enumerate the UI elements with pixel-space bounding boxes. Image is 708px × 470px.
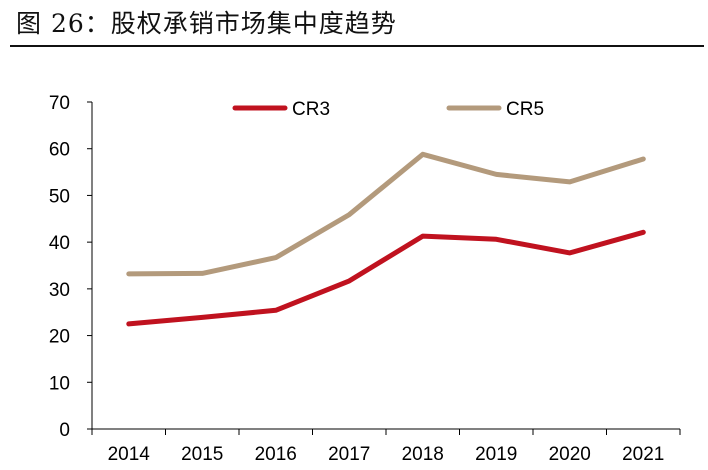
y-tick-label: 30 [49, 280, 70, 301]
y-tick-label: 70 [49, 93, 70, 114]
x-tick-label: 2018 [402, 444, 444, 465]
legend-label-cr3: CR3 [292, 99, 330, 120]
y-tick-label: 60 [49, 140, 70, 161]
y-tick-label: 0 [59, 420, 70, 441]
x-tick-label: 2016 [255, 444, 297, 465]
y-tick-label: 40 [49, 233, 70, 254]
chart-series [126, 151, 646, 327]
y-tick-label: 20 [49, 327, 70, 348]
x-tick-label: 2015 [181, 444, 223, 465]
chart-legend: CR3 CR5 [232, 99, 544, 120]
x-tick-label: 2014 [108, 444, 151, 465]
y-tick-label: 50 [49, 186, 70, 207]
series-line-cr3 [126, 229, 646, 327]
title-divider [10, 45, 704, 47]
x-tick-label: 2020 [549, 444, 591, 465]
chart-axes: 0 10 20 30 40 50 60 70 2014 2015 2016 2017 2018 2019 2… [49, 93, 681, 465]
figure-title: 图 26：股权承销市场集中度趋势 [16, 9, 397, 38]
legend-label-cr5: CR5 [506, 99, 544, 120]
x-tick-label: 2021 [622, 444, 664, 465]
series-line-cr5 [126, 151, 646, 277]
x-tick-label: 2017 [328, 444, 370, 465]
x-tick-label: 2019 [475, 444, 517, 465]
y-tick-label: 10 [49, 373, 70, 394]
